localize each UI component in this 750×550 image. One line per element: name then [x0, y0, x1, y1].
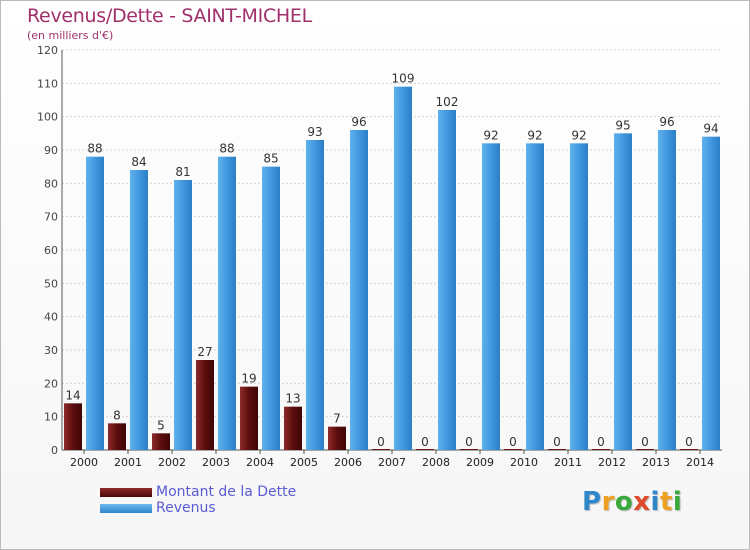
data-label: 93: [307, 125, 322, 139]
bars: [64, 86, 720, 451]
y-tick-label: 100: [37, 111, 58, 124]
data-label: 85: [263, 152, 278, 166]
legend-swatch-debt: [100, 488, 152, 497]
bar-revenus: [438, 110, 456, 450]
data-label: 102: [436, 95, 459, 109]
data-label: 81: [175, 165, 190, 179]
data-labels: 1488884581278819851393796010901020920920…: [65, 72, 718, 449]
bar-revenus: [570, 143, 588, 451]
x-tick-label: 2010: [510, 456, 538, 469]
y-tick-label: 120: [37, 44, 58, 57]
data-label: 88: [219, 142, 234, 156]
bar-dette: [196, 360, 214, 450]
x-tick-label: 2001: [114, 456, 142, 469]
bar-dette: [64, 403, 82, 450]
data-label: 92: [571, 128, 586, 142]
bar-dette: [284, 406, 302, 450]
data-label: 0: [509, 435, 517, 449]
data-label: 0: [377, 435, 385, 449]
bar-revenus: [262, 166, 280, 450]
x-tick-label: 2011: [554, 456, 582, 469]
data-label: 7: [333, 412, 341, 426]
x-tick-label: 2003: [202, 456, 230, 469]
bar-revenus: [658, 130, 676, 450]
bar-revenus: [394, 86, 412, 451]
y-tick-label: 60: [44, 244, 58, 257]
bar-revenus: [482, 143, 500, 451]
data-label: 0: [685, 435, 693, 449]
y-tick-label: 50: [44, 277, 58, 290]
x-tick-label: 2002: [158, 456, 186, 469]
data-label: 0: [641, 435, 649, 449]
x-tick-label: 2006: [334, 456, 362, 469]
x-tick-label: 2009: [466, 456, 494, 469]
bar-revenus: [350, 130, 368, 450]
data-label: 5: [157, 418, 165, 432]
x-tick-label: 2014: [686, 456, 714, 469]
chart-subtitle: (en milliers d'€): [27, 29, 114, 42]
data-label: 92: [527, 128, 542, 142]
y-tick-label: 80: [44, 177, 58, 190]
y-tick-label: 10: [44, 411, 58, 424]
y-tick-label: 20: [44, 377, 58, 390]
data-label: 0: [421, 435, 429, 449]
bar-revenus: [218, 156, 236, 450]
x-tick-label: 2000: [70, 456, 98, 469]
data-label: 95: [615, 118, 630, 132]
bar-revenus: [702, 136, 720, 450]
proxiti-logo: Proxiti: [582, 487, 683, 517]
data-label: 27: [197, 345, 212, 359]
bar-dette: [152, 433, 170, 450]
chart-title: Revenus/Dette - SAINT-MICHEL: [27, 5, 312, 27]
x-tick-label: 2012: [598, 456, 626, 469]
legend-label-revenus: Revenus: [156, 500, 216, 516]
x-tick-label: 2008: [422, 456, 450, 469]
legend-label-debt: Montant de la Dette: [156, 484, 297, 500]
data-label: 0: [597, 435, 605, 449]
data-label: 109: [392, 72, 415, 86]
data-label: 96: [351, 115, 366, 129]
data-label: 96: [659, 115, 674, 129]
bar-dette: [240, 386, 258, 450]
data-label: 94: [703, 122, 718, 136]
data-label: 14: [65, 388, 80, 402]
x-tick-label: 2013: [642, 456, 670, 469]
data-label: 0: [465, 435, 473, 449]
grid-lines: [62, 49, 722, 418]
bar-revenus: [526, 143, 544, 451]
y-tick-label: 30: [44, 344, 58, 357]
data-label: 13: [285, 392, 300, 406]
data-label: 84: [131, 155, 146, 169]
y-tick-label: 0: [51, 444, 58, 457]
legend-swatch-revenus: [100, 504, 152, 513]
data-label: 19: [241, 372, 256, 386]
bar-revenus: [614, 133, 632, 451]
y-tick-label: 90: [44, 144, 58, 157]
data-label: 0: [553, 435, 561, 449]
data-label: 92: [483, 128, 498, 142]
x-tick-label: 2004: [246, 456, 274, 469]
bar-dette: [108, 423, 126, 450]
bar-revenus: [86, 156, 104, 450]
bar-dette: [328, 426, 346, 450]
data-label: 88: [87, 142, 102, 156]
bar-revenus: [130, 170, 148, 450]
x-tick-label: 2007: [378, 456, 406, 469]
y-tick-label: 40: [44, 311, 58, 324]
y-tick-label: 70: [44, 211, 58, 224]
data-label: 8: [113, 408, 121, 422]
x-tick-label: 2005: [290, 456, 318, 469]
bar-revenus: [174, 180, 192, 450]
y-tick-label: 110: [37, 77, 58, 90]
bar-revenus: [306, 140, 324, 450]
